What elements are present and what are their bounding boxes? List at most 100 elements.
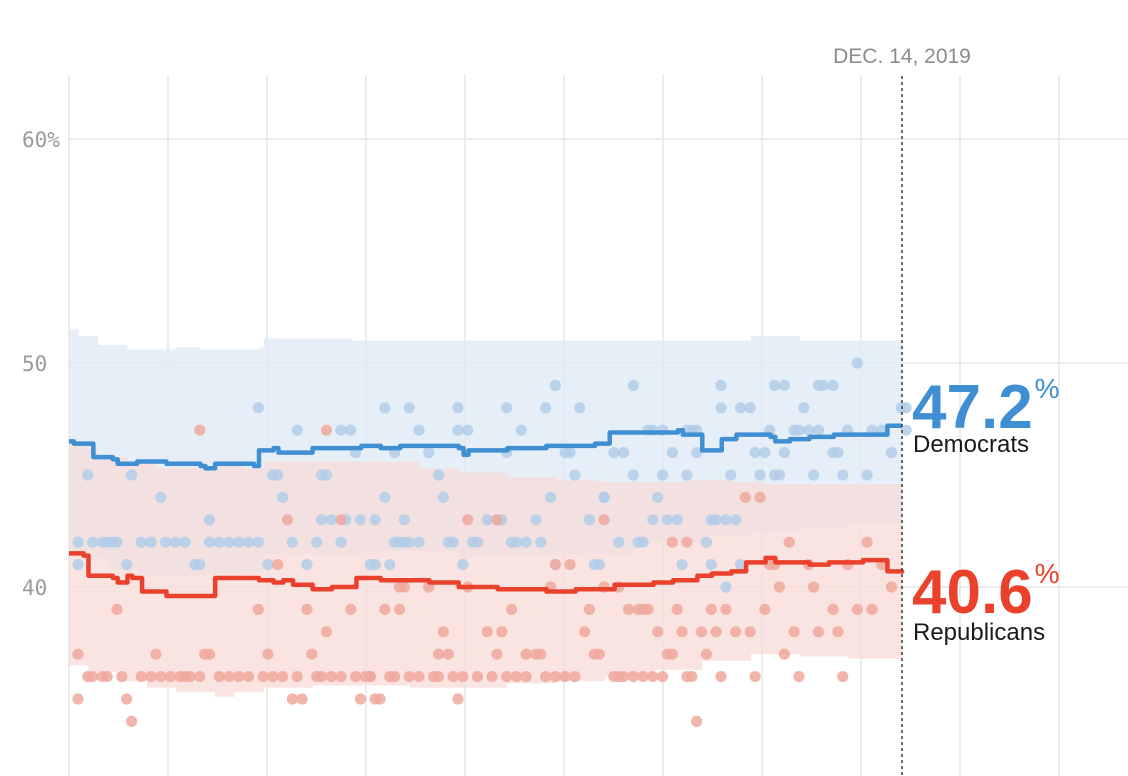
republicans-poll-dot <box>101 671 113 683</box>
democrats-poll-dot <box>574 402 586 414</box>
republicans-poll-dot <box>121 693 133 705</box>
republicans-poll-dot <box>413 671 425 683</box>
republicans-poll-dot <box>666 648 678 660</box>
democrats-poll-dot <box>778 379 790 391</box>
democrats-poll-dot <box>681 469 693 481</box>
republicans-poll-dot <box>671 603 683 616</box>
republicans-poll-dot <box>627 671 639 683</box>
democrats-poll-dot <box>315 514 328 526</box>
republicans-poll-dot <box>851 603 864 616</box>
democrats-poll-dot <box>335 536 347 548</box>
democrats-percent-sign: % <box>1035 373 1060 404</box>
republicans-poll-dot <box>837 671 849 683</box>
democrats-poll-dot <box>194 559 206 571</box>
democrats-poll-dot <box>720 514 732 526</box>
republicans-poll-dot <box>622 603 635 616</box>
democrats-poll-dot <box>384 559 396 571</box>
y-tick-label: 50 <box>22 352 47 376</box>
republicans-poll-dot <box>793 671 805 683</box>
democrats-poll-dot <box>276 491 289 503</box>
democrats-poll-dot <box>462 424 474 436</box>
democrats-poll-dot <box>111 536 123 548</box>
democrats-poll-dot <box>423 447 435 459</box>
democrats-poll-dot <box>549 379 561 391</box>
y-tick-label: 60% <box>22 128 60 152</box>
republicans-poll-dot <box>125 715 138 728</box>
republicans-poll-dot <box>155 671 167 683</box>
democrats-poll-dot <box>242 536 255 548</box>
republicans-poll-dot <box>778 648 790 660</box>
republicans-poll-dot <box>320 424 333 436</box>
republicans-poll-dot <box>496 626 508 638</box>
republicans-poll-dot <box>754 491 766 503</box>
democrats-poll-dot <box>403 402 415 414</box>
republicans-poll-dot <box>827 603 839 616</box>
republicans-poll-dot <box>403 671 415 683</box>
democrats-poll-dot <box>447 536 459 548</box>
republicans-poll-dot <box>432 648 445 660</box>
democrats-poll-dot <box>885 447 898 459</box>
democrats-poll-dot <box>457 559 469 571</box>
democrats-poll-dot <box>301 559 313 571</box>
democrats-poll-dot <box>812 424 825 436</box>
democrats-poll-dot <box>720 581 732 593</box>
democrats-poll-dot <box>861 469 873 481</box>
democrats-poll-dot <box>354 514 367 526</box>
democrats-poll-dot <box>613 536 625 548</box>
democrats-poll-dot <box>160 536 172 548</box>
democrats-poll-dot <box>569 469 581 481</box>
republicans-poll-dot <box>374 693 386 705</box>
republicans-poll-dot <box>861 536 873 548</box>
democrats-poll-dot <box>452 424 464 436</box>
republicans-poll-dot <box>520 671 532 683</box>
democrats-poll-dot <box>72 559 84 571</box>
republicans-poll-dot <box>379 603 391 616</box>
republicans-poll-dot <box>583 603 596 616</box>
democrats-poll-dot <box>501 402 513 414</box>
republicans-poll-dot <box>579 626 591 638</box>
democrats-poll-dot <box>145 536 157 548</box>
current-date-label: DEC. 14, 2019 <box>833 45 971 68</box>
republicans-poll-dot <box>730 626 742 638</box>
republicans-poll-dot <box>540 671 552 683</box>
republicans-label: Republicans <box>913 619 1045 646</box>
democrats-poll-dot <box>155 491 167 503</box>
republicans-poll-dot <box>491 514 503 526</box>
republicans-poll-dot <box>457 671 469 683</box>
democrats-poll-dot <box>647 514 659 526</box>
democrats-poll-dot <box>286 536 298 548</box>
republicans-poll-dot <box>87 671 99 683</box>
democrats-poll-dot <box>125 469 138 481</box>
democrats-poll-dot <box>515 424 527 436</box>
democrats-poll-dot <box>311 536 323 548</box>
democrats-poll-dot <box>179 536 191 548</box>
republicans-poll-dot <box>885 581 898 593</box>
republicans-poll-dot <box>350 671 362 683</box>
republicans-confidence-band <box>69 441 902 697</box>
democrats-poll-dot <box>734 559 747 571</box>
democrats-poll-dot <box>135 536 147 548</box>
republicans-poll-dot <box>252 603 264 616</box>
democrats-poll-dot <box>169 536 182 548</box>
democrats-poll-dot <box>832 447 844 459</box>
republicans-poll-dot <box>569 671 581 683</box>
republicans-poll-dot <box>213 671 225 683</box>
republicans-poll-dot <box>262 648 274 660</box>
democrats-poll-dot <box>272 469 284 481</box>
republicans-poll-dot <box>276 671 289 683</box>
republicans-poll-dot <box>194 424 206 436</box>
democrats-poll-dot <box>593 559 605 571</box>
democrats-poll-dot <box>759 447 771 459</box>
republicans-poll-dot <box>788 626 800 638</box>
republicans-poll-dot <box>486 671 498 683</box>
democrats-label: Democrats <box>913 431 1029 458</box>
democrats-poll-dot <box>403 536 415 548</box>
republicans-final-value: 40.6 <box>912 558 1033 627</box>
republicans-poll-dot <box>700 648 713 660</box>
republicans-poll-dot <box>812 626 825 638</box>
date-marker: DEC. 14, 2019 <box>833 45 971 776</box>
republicans-poll-dot <box>471 671 484 683</box>
republicans-poll-dot <box>393 603 406 616</box>
republicans-poll-dot <box>286 693 298 705</box>
